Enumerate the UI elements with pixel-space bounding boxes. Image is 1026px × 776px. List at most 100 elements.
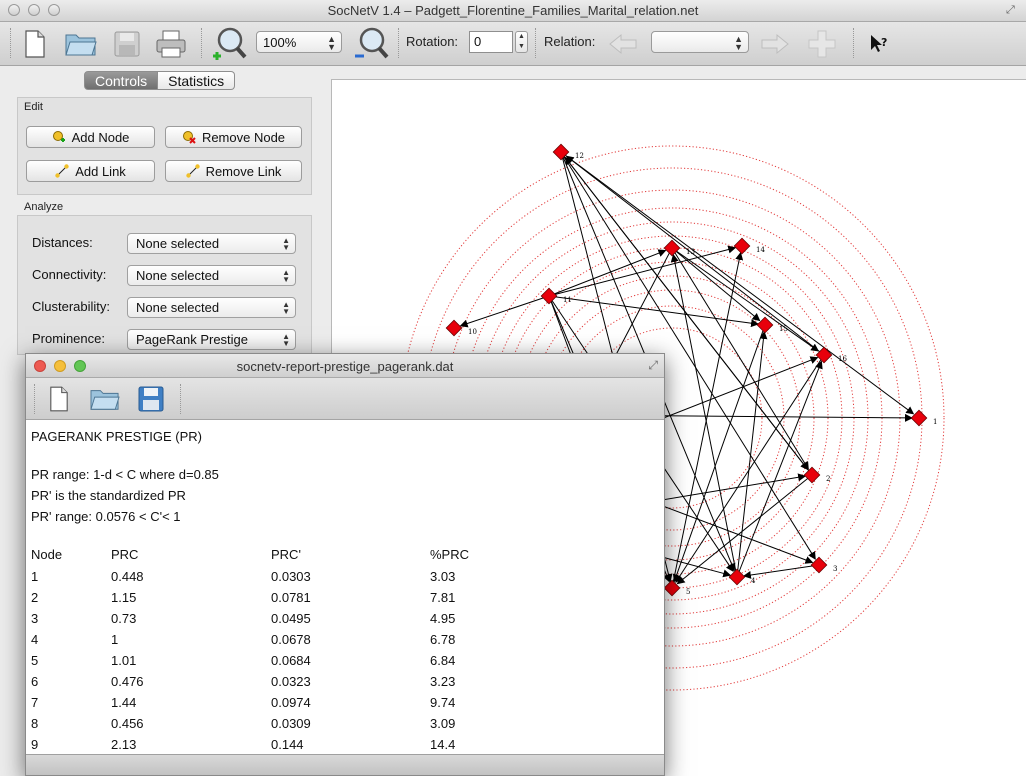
next-relation-button[interactable] bbox=[758, 22, 792, 66]
table-cell: 0.0495 bbox=[271, 611, 311, 626]
clusterability-select[interactable]: None selected ▲ ▼ bbox=[127, 297, 296, 318]
report-text-area[interactable]: PAGERANK PRESTIGE (PR) PR range: 1-d < C… bbox=[26, 420, 664, 754]
distances-select[interactable]: None selected ▲ ▼ bbox=[127, 233, 296, 254]
previous-relation-button[interactable] bbox=[606, 22, 640, 66]
prominence-select[interactable]: PageRank Prestige ▲ ▼ bbox=[127, 329, 296, 350]
graph-edge[interactable] bbox=[565, 155, 825, 356]
rotation-stepper[interactable]: ▲ ▼ bbox=[515, 31, 528, 53]
report-open-button[interactable] bbox=[86, 378, 124, 420]
graph-edge[interactable] bbox=[675, 354, 825, 583]
graph-edge[interactable] bbox=[459, 295, 550, 328]
graph-edge[interactable] bbox=[548, 245, 737, 297]
connectivity-select[interactable]: None selected ▲ ▼ bbox=[127, 265, 296, 286]
node-marker[interactable] bbox=[663, 239, 681, 257]
graph-edge[interactable] bbox=[670, 253, 738, 578]
tab-controls[interactable]: Controls bbox=[84, 71, 159, 90]
node-marker[interactable] bbox=[552, 143, 570, 161]
graph-node[interactable]: 3 bbox=[810, 556, 837, 574]
graph-node[interactable]: 5 bbox=[663, 579, 690, 597]
graph-edge[interactable] bbox=[560, 151, 915, 415]
print-button[interactable] bbox=[152, 22, 190, 66]
graph-edge[interactable] bbox=[676, 474, 813, 585]
graph-node[interactable]: 10 bbox=[445, 319, 477, 337]
node-marker[interactable] bbox=[728, 568, 746, 586]
node-label: 13 bbox=[686, 248, 695, 256]
tab-statistics[interactable]: Statistics bbox=[158, 71, 236, 90]
relation-select[interactable]: ▲ ▼ bbox=[651, 31, 749, 53]
table-cell: 6.78 bbox=[430, 632, 456, 647]
graph-edge[interactable] bbox=[671, 247, 809, 470]
add-relation-button[interactable] bbox=[804, 22, 840, 66]
report-save-button[interactable] bbox=[134, 378, 168, 420]
svg-text:?: ? bbox=[881, 36, 887, 49]
column-header: PRC' bbox=[271, 547, 301, 562]
remove-node-button[interactable]: Remove Node bbox=[165, 126, 302, 148]
table-cell: 4.95 bbox=[430, 611, 456, 626]
remove-link-button[interactable]: Remove Link bbox=[165, 160, 302, 182]
table-cell: 1.01 bbox=[111, 653, 137, 668]
graph-edge[interactable] bbox=[742, 564, 820, 579]
table-cell: 6.84 bbox=[430, 653, 456, 668]
node-marker[interactable] bbox=[733, 237, 751, 255]
whats-this-button[interactable]: ? bbox=[864, 22, 894, 66]
node-marker[interactable] bbox=[910, 409, 928, 427]
minimize-window-button[interactable] bbox=[28, 4, 40, 16]
zoom-window-button[interactable] bbox=[48, 4, 60, 16]
rotation-input[interactable]: 0 bbox=[469, 31, 513, 53]
zoom-level-select[interactable]: 100% ▲ ▼ bbox=[256, 31, 342, 53]
graph-node[interactable]: 13 bbox=[663, 239, 695, 257]
graph-edge[interactable] bbox=[672, 324, 766, 583]
graph-node[interactable]: 4 bbox=[728, 568, 756, 586]
close-window-button[interactable] bbox=[8, 4, 20, 16]
fullscreen-icon[interactable]: ⤢ bbox=[648, 358, 658, 372]
new-file-button[interactable] bbox=[20, 22, 50, 66]
toolbar-grip bbox=[398, 28, 401, 58]
graph-node[interactable]: 14 bbox=[733, 237, 765, 255]
add-link-button[interactable]: Add Link bbox=[26, 160, 155, 182]
new-document-icon bbox=[50, 386, 68, 412]
graph-edge[interactable] bbox=[560, 151, 816, 560]
table-cell: 6 bbox=[31, 674, 39, 689]
node-marker[interactable] bbox=[756, 316, 774, 334]
graph-node[interactable]: 15 bbox=[756, 316, 788, 334]
report-close-button[interactable] bbox=[34, 360, 46, 372]
graph-edge[interactable] bbox=[736, 360, 823, 578]
node-marker[interactable] bbox=[540, 287, 558, 305]
graph-edge[interactable] bbox=[548, 295, 760, 328]
toolbar-grip bbox=[201, 28, 204, 58]
zoom-in-icon bbox=[213, 27, 247, 60]
chevron-updown-icon: ▲ ▼ bbox=[282, 268, 290, 284]
table-cell: 9 bbox=[31, 737, 39, 752]
graph-node[interactable]: 16 bbox=[815, 346, 847, 364]
fullscreen-icon[interactable]: ⤢ bbox=[1006, 4, 1015, 16]
graph-edge[interactable] bbox=[736, 330, 768, 578]
report-new-button[interactable] bbox=[44, 378, 74, 420]
zoom-in-button[interactable] bbox=[208, 22, 250, 66]
graph-node[interactable]: 12 bbox=[552, 143, 584, 161]
graph-edge[interactable] bbox=[671, 247, 820, 352]
open-file-button[interactable] bbox=[62, 22, 100, 66]
add-node-button[interactable]: Add Node bbox=[26, 126, 155, 148]
node-marker[interactable] bbox=[815, 346, 833, 364]
save-file-button[interactable] bbox=[110, 22, 144, 66]
graph-node[interactable]: 11 bbox=[540, 287, 572, 305]
zoom-out-button[interactable] bbox=[350, 22, 392, 66]
column-header: Node bbox=[31, 547, 63, 562]
node-marker[interactable] bbox=[663, 579, 681, 597]
report-zoom-button[interactable] bbox=[74, 360, 86, 372]
add-link-label: Add Link bbox=[75, 163, 126, 179]
table-cell: 1 bbox=[111, 632, 119, 647]
report-minimize-button[interactable] bbox=[54, 360, 66, 372]
rotation-value: 0 bbox=[474, 34, 482, 49]
graph-edge[interactable] bbox=[548, 249, 667, 297]
graph-edge[interactable] bbox=[564, 156, 813, 476]
node-marker[interactable] bbox=[803, 466, 821, 484]
toolbar-grip bbox=[180, 384, 183, 414]
graph-node[interactable]: 2 bbox=[803, 466, 830, 484]
graph-edge[interactable] bbox=[671, 247, 761, 322]
node-marker[interactable] bbox=[810, 556, 828, 574]
graph-node[interactable]: 1 bbox=[910, 409, 937, 427]
table-cell: 0.144 bbox=[271, 737, 304, 752]
table-cell: 2 bbox=[31, 590, 39, 605]
node-marker[interactable] bbox=[445, 319, 463, 337]
